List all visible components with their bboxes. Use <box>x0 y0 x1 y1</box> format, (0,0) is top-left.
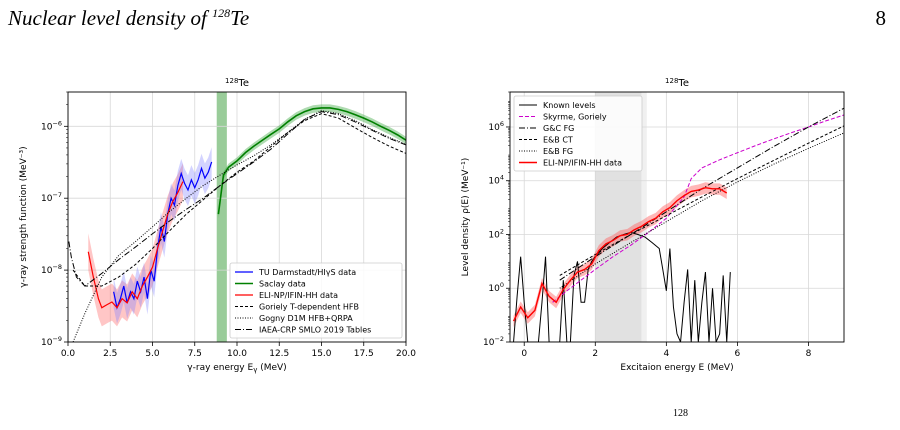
series-line-3 <box>72 113 406 287</box>
series-line-4 <box>559 132 844 289</box>
y-tick-label: 10−2 <box>483 335 504 348</box>
series-line-5 <box>68 111 406 287</box>
legend-label: ELI-NP/IFIN-HH data <box>543 159 622 168</box>
running-title: Nuclear level density of 128Te <box>8 6 250 30</box>
caption-fragment: 128 <box>673 408 688 419</box>
x-tick-label: 4 <box>663 349 669 359</box>
y-tick-label: 10−9 <box>41 335 62 348</box>
x-tick-label: 6 <box>735 349 741 359</box>
axes-frame <box>67 91 407 343</box>
saclay-gap-band <box>216 92 227 342</box>
series-line-1 <box>217 107 406 215</box>
legend-label: Known levels <box>543 101 596 110</box>
eli-error-band <box>513 182 727 328</box>
legend-label: G&C FG <box>543 124 574 133</box>
chart-title: 128Te <box>665 77 689 89</box>
title-element: Te <box>230 6 250 30</box>
x-tick-label: 5.0 <box>145 349 160 359</box>
axes-frame <box>509 91 845 343</box>
legend-label: Goriely T-dependent HFB <box>259 303 359 312</box>
x-tick-label: 0 <box>521 349 527 359</box>
legend-label: Skyrme, Goriely <box>543 113 607 122</box>
y-tick-label: 104 <box>488 174 504 187</box>
y-tick-label: 102 <box>488 227 504 240</box>
series-line-2 <box>87 181 184 309</box>
page-number: 8 <box>875 6 887 30</box>
x-tick-label: 20.0 <box>396 349 416 359</box>
legend-label: Gogny D1M HFB+QRPA <box>259 314 353 323</box>
x-tick-label: 0.0 <box>61 349 76 359</box>
y-tick-label: 100 <box>488 281 504 294</box>
y-tick-label: 10−6 <box>41 119 62 132</box>
x-tick-label: 12.5 <box>269 349 289 359</box>
chart-title: 128Te <box>225 77 249 89</box>
legend-label: IAEA-CRP SMLO 2019 Tables <box>259 326 371 335</box>
x-tick-label: 2 <box>592 349 598 359</box>
y-tick-label: 10−7 <box>41 191 62 204</box>
y-tick-label: 10−8 <box>41 263 62 276</box>
legend-box <box>513 95 643 172</box>
series-line-1 <box>552 114 844 303</box>
x-tick-label: 7.5 <box>188 349 202 359</box>
series-line-5 <box>512 186 728 322</box>
x-tick-label: 10.0 <box>227 349 247 359</box>
series-line-3 <box>559 125 844 276</box>
legend-box <box>229 262 403 339</box>
x-tick-label: 8 <box>806 349 812 359</box>
gsf-plot: 0.0 2.5 5.0 7.5 10.0 12.5 15.0 17.5 20.0 10−9 10−8… <box>19 77 416 374</box>
legend-label: Saclay data <box>259 280 306 289</box>
saclay-error-band <box>218 104 406 219</box>
x-tick-label: 15.0 <box>311 349 331 359</box>
y-axis-label: Level density ρ(E) (MeV⁻¹) <box>461 158 471 277</box>
title-mass-number: 128 <box>212 6 231 20</box>
legend-label: E&B CT <box>543 136 573 145</box>
series-line-0 <box>113 161 213 310</box>
x-tick-label: 17.5 <box>354 349 374 359</box>
legend-label: TU Darmstadt/HIγS data <box>258 268 356 277</box>
eli-error-band <box>88 163 183 327</box>
legend-label: ELI-NP/IFIN-HH data <box>259 291 338 300</box>
x-axis-label: γ-ray energy Eγ (MeV) <box>187 363 286 374</box>
fit-region-edge <box>641 92 647 342</box>
legend-label: E&B FG <box>543 147 573 156</box>
series-line-4 <box>72 110 406 342</box>
x-axis-label: Excitaion energy E (MeV) <box>620 363 733 373</box>
y-axis-label: γ-ray strength function (MeV⁻³) <box>19 146 29 287</box>
series-line-0 <box>513 231 731 342</box>
y-tick-label: 106 <box>488 120 504 133</box>
level-density-plot: 0 2 4 6 8 10−2 100 102 104 106 128Te Excitaion ener… <box>461 77 845 373</box>
x-tick-label: 2.5 <box>103 349 117 359</box>
